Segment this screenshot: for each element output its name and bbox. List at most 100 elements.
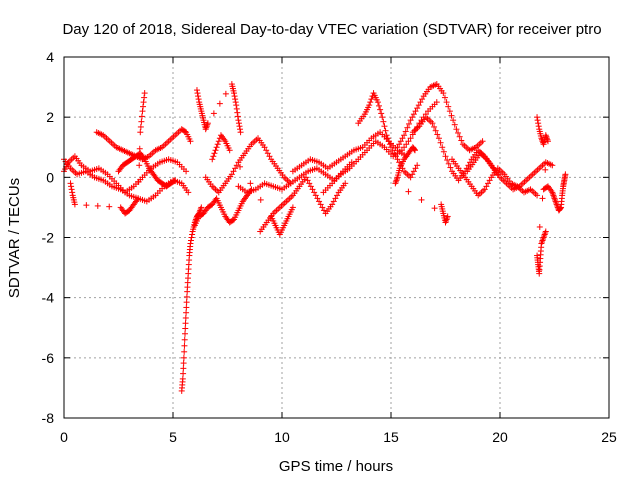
data-point-interp <box>138 118 145 125</box>
data-point <box>534 114 541 121</box>
data-point-interp <box>445 160 452 167</box>
data-point-interp <box>234 109 241 116</box>
data-point <box>228 171 235 178</box>
data-point-interp <box>68 183 75 190</box>
y-axis-label: SDTVAR / TECUs <box>6 178 23 298</box>
data-point <box>549 162 556 169</box>
y-tick-label: -4 <box>42 290 55 306</box>
data-point <box>414 105 421 112</box>
data-point-interp <box>557 205 564 212</box>
data-point-interp <box>312 192 319 199</box>
x-axis-label: GPS time / hours <box>279 458 393 475</box>
data-point <box>411 147 418 154</box>
data-point-interp <box>402 128 409 135</box>
data-point <box>71 201 78 208</box>
data-point <box>67 180 74 187</box>
data-point-interp <box>376 102 383 109</box>
data-point <box>193 87 200 94</box>
data-point <box>366 102 373 109</box>
data-point <box>183 309 190 316</box>
data-point-interp <box>444 157 451 164</box>
data-point-interp <box>216 100 223 107</box>
data-point-interp <box>431 205 438 212</box>
x-tick-label: 20 <box>492 429 508 445</box>
data-point <box>226 147 233 154</box>
data-point <box>444 213 451 220</box>
data-point-interp <box>222 90 229 97</box>
data-point-interp <box>266 153 273 160</box>
data-point-interp <box>410 111 417 118</box>
data-point-interp <box>69 189 76 196</box>
data-point-interp <box>140 99 147 106</box>
data-point-interp <box>485 180 492 187</box>
data-point <box>534 192 541 199</box>
data-point-interp <box>440 148 447 155</box>
data-point <box>235 117 242 124</box>
data-point-interp <box>409 114 416 121</box>
data-point-interp <box>539 195 546 202</box>
data-point-interp <box>384 135 391 142</box>
data-point-interp <box>405 120 412 127</box>
data-point <box>394 156 401 163</box>
data-point <box>374 99 381 106</box>
axis-ticks: 0 5 10 15 20 25 -8 -6 -4 -2 0 2 4 <box>42 49 617 445</box>
data-point-interp <box>334 192 341 199</box>
data-point-interp <box>212 147 219 154</box>
data-point-interp <box>439 144 446 151</box>
data-point-interp <box>183 304 190 311</box>
data-point-interp <box>136 145 143 152</box>
data-point-interp <box>210 153 217 160</box>
data-point-interp <box>332 195 339 202</box>
data-point-interp <box>180 365 187 372</box>
data-point-interp <box>234 113 241 120</box>
data-point-interp <box>367 99 374 106</box>
data-point <box>442 153 449 160</box>
x-tick-label: 0 <box>60 429 68 445</box>
data-points <box>61 81 569 394</box>
data-point <box>316 198 323 205</box>
data-point-interp <box>534 117 541 124</box>
data-point-interp <box>405 138 412 145</box>
data-point <box>479 138 486 145</box>
data-point-interp <box>306 180 313 187</box>
data-point-interp <box>182 325 189 332</box>
data-point-interp <box>319 204 326 211</box>
data-point <box>181 330 188 337</box>
data-point-interp <box>441 94 448 101</box>
data-point-interp <box>391 150 398 157</box>
data-point-interp <box>195 93 202 100</box>
y-tick-label: 0 <box>46 169 54 185</box>
data-point <box>183 168 190 175</box>
data-point <box>398 147 405 154</box>
data-point-interp <box>135 178 142 185</box>
data-point <box>198 204 205 211</box>
data-point-interp <box>419 96 426 103</box>
data-point <box>401 132 408 139</box>
data-point-interp <box>401 144 408 151</box>
data-point <box>562 171 569 178</box>
data-point <box>342 180 349 187</box>
data-point-interp <box>412 165 419 172</box>
data-point-interp <box>445 103 452 110</box>
data-point-interp <box>393 177 400 184</box>
data-point <box>446 108 453 115</box>
data-point-interp <box>380 118 387 125</box>
data-point-interp <box>138 113 145 120</box>
data-point <box>233 102 240 109</box>
chart-title: Day 120 of 2018, Sidereal Day-to-day VTE… <box>62 21 601 38</box>
data-point-interp <box>233 105 240 112</box>
data-point-interp <box>83 202 90 209</box>
y-tick-label: -2 <box>42 230 55 246</box>
data-point-interp <box>214 141 221 148</box>
data-point <box>388 144 394 151</box>
data-point <box>309 186 316 193</box>
data-point-interp <box>314 195 321 202</box>
x-tick-label: 5 <box>169 429 177 445</box>
y-tick-label: 2 <box>46 109 54 125</box>
data-point-interp <box>182 314 189 321</box>
data-point-interp <box>137 123 144 130</box>
data-point <box>394 144 401 151</box>
data-point <box>440 90 447 97</box>
data-point-interp <box>181 336 188 343</box>
